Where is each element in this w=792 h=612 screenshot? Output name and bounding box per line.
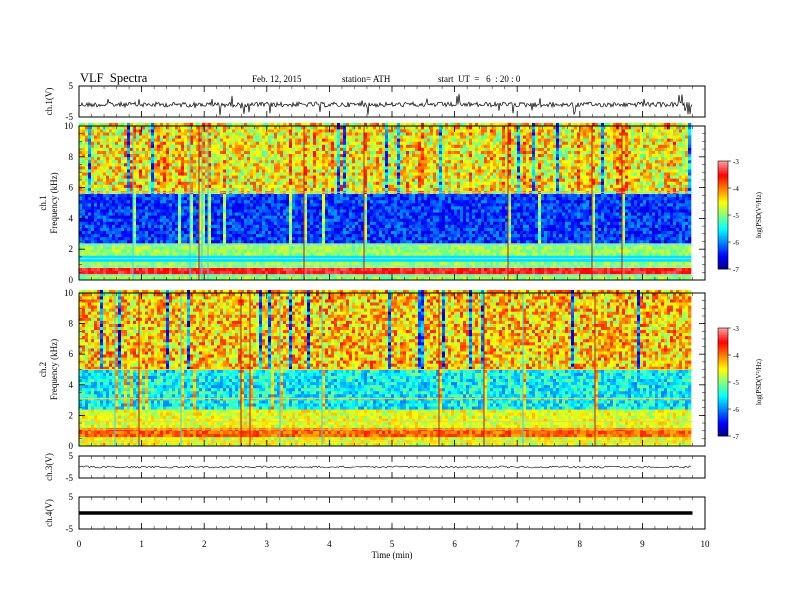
y-tick-label: 2	[69, 410, 74, 420]
y-axis-label: ch.1(V)	[44, 88, 54, 116]
date-label: Feb. 12, 2015	[252, 74, 302, 84]
ch3-waveform-line	[78, 465, 692, 469]
x-tick-label: 9	[640, 539, 645, 549]
y-tick-label: 10	[64, 121, 74, 131]
colorbar-tick-label: -7	[733, 266, 739, 274]
x-axis-label: Time (min)	[372, 550, 413, 560]
y-tick-label: 4	[69, 213, 74, 223]
x-tick-label: 10	[701, 539, 711, 549]
colorbar-ch1	[718, 161, 728, 270]
y-tick-label: 0	[69, 275, 74, 285]
x-tick-label: 4	[327, 539, 332, 549]
figure-title: VLF Spectra	[80, 71, 147, 86]
colorbar-ch2	[718, 328, 728, 437]
colorbar-label: log(PSD(V²/Hz)	[755, 358, 763, 405]
y-axis-label: ch.1	[38, 195, 48, 210]
colorbar-tick-label: -4	[733, 185, 739, 193]
colorbar-tick-label: -5	[733, 379, 739, 387]
start-time-label: start UT = 6 : 20 : 0	[438, 74, 520, 84]
y-tick-label: -5	[66, 473, 74, 483]
colorbar-tick-label: -4	[733, 352, 739, 360]
y-tick-label: -5	[66, 112, 74, 122]
colorbar-tick-label: -3	[733, 158, 739, 166]
y-tick-label: 8	[69, 152, 74, 162]
y-tick-label: 4	[69, 380, 74, 390]
spectrogram-ch2	[79, 289, 692, 447]
spectrogram-ch1	[79, 122, 692, 281]
y-tick-label: 2	[69, 244, 74, 254]
colorbar-tick-label: -3	[733, 325, 739, 333]
colorbar-tick-label: -5	[733, 212, 739, 220]
y-tick-label: 5	[69, 492, 74, 502]
x-tick-label: 8	[578, 539, 583, 549]
ch1-waveform-line	[78, 93, 693, 116]
colorbar-tick-label: -6	[733, 239, 739, 247]
x-tick-label: 5	[390, 539, 395, 549]
y-tick-label: 10	[64, 288, 74, 298]
y-axis-label: ch.2	[38, 362, 48, 377]
x-tick-label: 6	[452, 539, 457, 549]
y-axis-label: ch.3(V)	[44, 453, 54, 481]
y-tick-label: -5	[66, 524, 74, 534]
y-tick-label: 0	[69, 441, 74, 451]
y-axis-label: Frequency (kHz)	[49, 339, 59, 400]
x-tick-label: 7	[515, 539, 520, 549]
colorbar-label: log(PSD(V²/Hz)	[755, 191, 763, 238]
colorbar-tick-label: -7	[733, 433, 739, 441]
x-tick-label: 0	[77, 539, 82, 549]
y-tick-label: 5	[69, 451, 74, 461]
y-axis-label: ch.4(V)	[44, 499, 54, 527]
y-tick-label: 6	[69, 183, 74, 193]
x-tick-label: 3	[265, 539, 270, 549]
colorbar-tick-label: -6	[733, 406, 739, 414]
y-tick-label: 6	[69, 349, 74, 359]
y-tick-label: 5	[69, 81, 74, 91]
station-label: station= ATH	[342, 74, 390, 84]
y-tick-label: 8	[69, 319, 74, 329]
x-tick-label: 1	[139, 539, 144, 549]
y-axis-label: Frequency (kHz)	[49, 172, 59, 233]
x-tick-label: 2	[202, 539, 207, 549]
